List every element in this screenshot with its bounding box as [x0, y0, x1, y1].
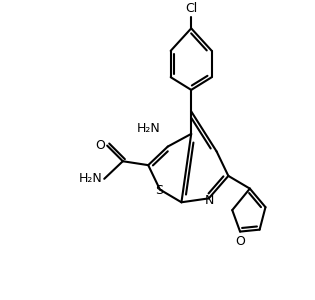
Text: O: O — [235, 235, 245, 248]
Text: H₂N: H₂N — [136, 122, 160, 136]
Text: Cl: Cl — [185, 2, 197, 15]
Text: H₂N: H₂N — [78, 172, 102, 185]
Text: S: S — [155, 184, 163, 197]
Text: O: O — [95, 139, 105, 152]
Text: N: N — [205, 194, 215, 207]
